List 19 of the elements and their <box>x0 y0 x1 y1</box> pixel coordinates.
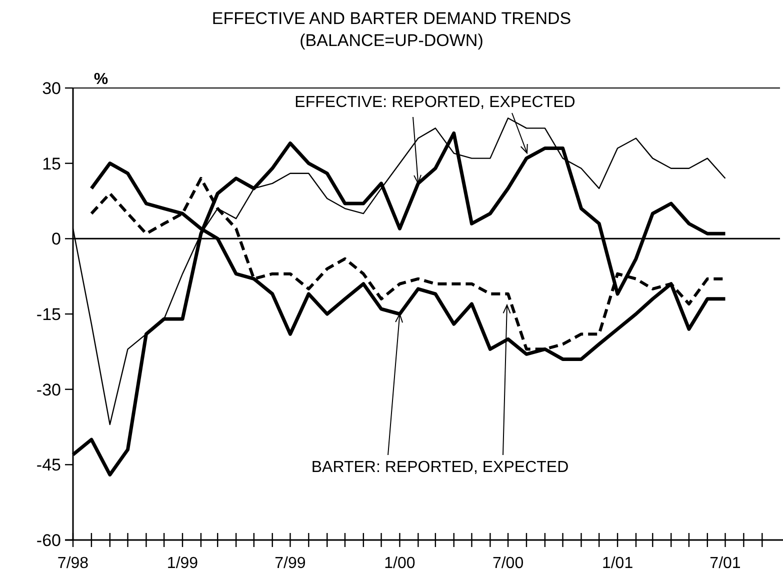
y-tick-label: -60 <box>36 531 61 550</box>
chart-title: EFFECTIVE AND BARTER DEMAND TRENDS <box>212 9 572 28</box>
x-tick-label: 7/99 <box>274 555 306 572</box>
y-tick-label: 15 <box>42 154 61 174</box>
y-tick-label: -15 <box>36 305 61 324</box>
x-tick-label: 7/00 <box>492 555 524 572</box>
y-axis-title: % <box>94 71 108 88</box>
x-tick-label: 1/99 <box>166 555 198 572</box>
x-tick-label: 7/01 <box>710 555 741 572</box>
x-tick-label: 1/00 <box>384 555 416 572</box>
chart-subtitle: (BALANCE=UP-DOWN) <box>300 31 484 50</box>
y-tick-label: 30 <box>42 79 61 98</box>
y-tick-label: -30 <box>36 380 61 400</box>
x-tick-label: 1/01 <box>602 555 634 572</box>
y-tick-label: -45 <box>36 456 61 475</box>
annotation: BARTER: REPORTED, EXPECTED <box>311 459 569 476</box>
y-tick-label: 0 <box>52 230 61 249</box>
annotation: EFFECTIVE: REPORTED, EXPECTED <box>294 94 576 111</box>
x-tick-label: 7/98 <box>57 555 89 572</box>
